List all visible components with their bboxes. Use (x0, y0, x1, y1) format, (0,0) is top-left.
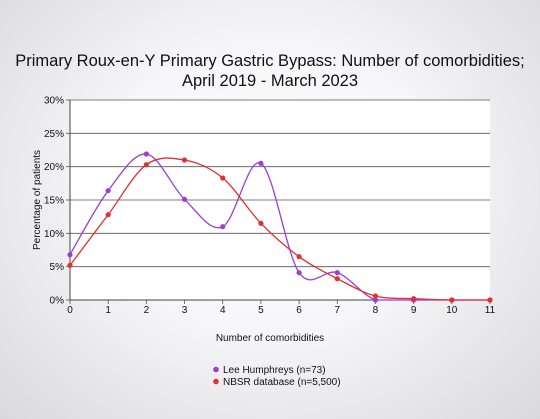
series-2-point (372, 293, 379, 299)
x-tick-label: 5 (258, 305, 264, 316)
x-tick-label: 9 (411, 305, 417, 316)
series-1-point (372, 297, 379, 303)
x-tick-label: 2 (144, 305, 150, 316)
series-2-legend-marker (213, 378, 219, 385)
y-tick-label: 30% (44, 96, 64, 107)
series-2-legend-label: NBSR database (n=5,500) (223, 377, 341, 388)
series-2-point (105, 212, 111, 218)
x-axis-title: Number of comorbidities (216, 333, 324, 344)
x-tick-label: 0 (67, 305, 73, 316)
series-2-point (449, 297, 455, 303)
series-lines (67, 151, 493, 303)
series-2-point (220, 175, 226, 181)
series-1-point (334, 270, 340, 276)
x-tick-label: 6 (296, 305, 302, 316)
x-axis-ticks: 0 1 2 3 4 5 6 7 8 9 10 11 (67, 300, 496, 316)
y-axis-ticks: 0% 5% 10% 15% 20% 25% 30% (44, 96, 70, 307)
x-tick-label: 4 (220, 305, 226, 316)
y-tick-label: 0% (50, 296, 65, 307)
series-2-point (258, 220, 264, 226)
series-1-point (181, 196, 188, 202)
series-1-point (220, 224, 226, 230)
series-2-point (334, 276, 340, 282)
y-tick-label: 15% (44, 196, 64, 207)
series-2-point (411, 296, 417, 302)
y-tick-label: 25% (44, 129, 64, 140)
x-tick-label: 8 (373, 305, 379, 316)
grid (70, 99, 490, 268)
series-2-line (69, 157, 490, 301)
series-2-point (487, 297, 493, 303)
y-tick-label: 10% (44, 229, 64, 240)
series-2-point (296, 254, 302, 260)
x-tick-label: 1 (105, 305, 111, 316)
series-1-legend-marker (213, 366, 219, 373)
series-1-point (105, 188, 111, 194)
x-tick-label: 10 (446, 305, 458, 316)
y-tick-label: 20% (44, 162, 64, 173)
series-2-point (181, 157, 188, 163)
y-axis-title: Percentage of patients (32, 150, 43, 250)
series-1-point (258, 160, 264, 166)
series-1-point (67, 252, 73, 258)
series-1-point (296, 270, 302, 276)
x-tick-label: 7 (334, 305, 340, 316)
series-1-legend-label: Lee Humphreys (n=73) (223, 365, 326, 376)
x-tick-label: 3 (182, 305, 188, 316)
legend: Lee Humphreys (n=73)NBSR database (n=5,5… (213, 365, 341, 388)
series-1-point (143, 151, 149, 157)
series-2-point (143, 162, 149, 168)
chart-subtitle: April 2019 - March 2023 (182, 72, 358, 90)
chart-title: Primary Roux-en-Y Primary Gastric Bypass… (15, 52, 525, 70)
series-2-point (67, 262, 73, 268)
x-tick-label: 11 (485, 305, 496, 316)
y-tick-label: 5% (50, 262, 65, 273)
